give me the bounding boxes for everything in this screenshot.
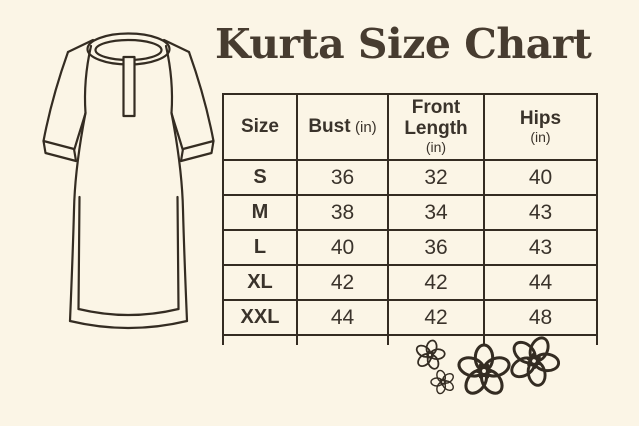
table-row: L 40 36 43: [222, 229, 598, 266]
size-table-container: Size Bust (in) Front Length (in) Hips (i…: [222, 93, 598, 345]
col-header-front-length: Front Length (in): [387, 93, 485, 161]
header-row: Size Bust (in) Front Length (in) Hips (i…: [222, 93, 598, 161]
front-length-cell: 36: [387, 229, 485, 266]
hips-header-unit: (in): [530, 129, 551, 146]
front-length-header-label: Front Length: [404, 97, 468, 139]
hips-cell: 43: [483, 194, 598, 231]
size-cell: S: [222, 159, 298, 196]
bust-header-unit: (in): [355, 118, 377, 136]
bust-cell: 36: [296, 159, 389, 196]
flower-small-1: [410, 336, 450, 374]
table-row: M 38 34 43: [222, 194, 598, 231]
table-row: S 36 32 40: [222, 159, 598, 196]
front-length-cell: 32: [387, 159, 485, 196]
flower-large-2: [498, 326, 570, 396]
page-title: Kurta Size Chart: [215, 20, 592, 68]
table-border-ticks: [222, 335, 598, 344]
size-header-label: Size: [240, 115, 280, 137]
size-chart-table: Size Bust (in) Front Length (in) Hips (i…: [222, 93, 598, 345]
front-length-cell: 42: [387, 299, 485, 336]
kurta-placket: [122, 55, 136, 118]
size-cell: L: [222, 229, 298, 266]
flower-large-1: [455, 343, 513, 399]
bust-cell: 44: [296, 299, 389, 336]
flower-small-2: [426, 365, 460, 399]
front-length-cell: 34: [387, 194, 485, 231]
hips-cell: 44: [483, 264, 598, 301]
hips-cell: 43: [483, 229, 598, 266]
bust-cell: 42: [296, 264, 389, 301]
hips-cell: 40: [483, 159, 598, 196]
col-header-size: Size: [222, 93, 298, 161]
bust-header-label: Bust: [308, 115, 351, 137]
front-length-cell: 42: [387, 264, 485, 301]
col-header-bust: Bust (in): [296, 93, 389, 161]
table-row: XXL 44 42 48: [222, 299, 598, 336]
size-cell: M: [222, 194, 298, 231]
front-length-header-unit: (in): [425, 139, 447, 156]
hips-header-label: Hips: [519, 107, 562, 129]
table-row: XL 42 42 44: [222, 264, 598, 301]
bust-cell: 40: [296, 229, 389, 266]
bust-cell: 38: [296, 194, 389, 231]
size-cell: XL: [222, 264, 298, 301]
col-header-hips: Hips (in): [483, 93, 598, 161]
hips-cell: 48: [483, 299, 598, 336]
size-cell: XXL: [222, 299, 298, 336]
